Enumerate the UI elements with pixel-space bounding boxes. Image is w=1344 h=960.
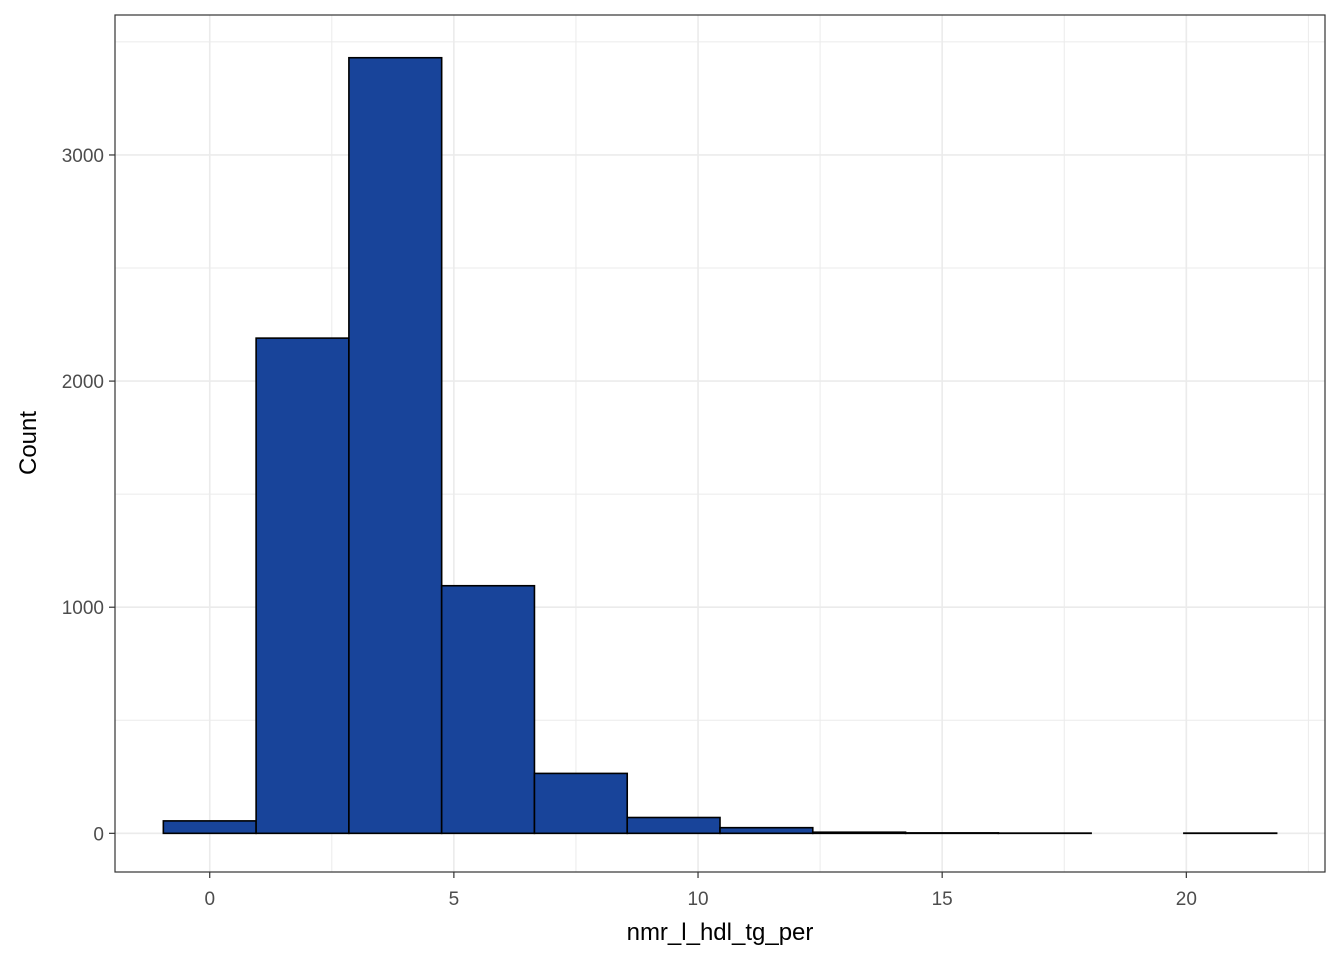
histogram-bar-8 — [811, 831, 907, 835]
grid-minor-lines — [115, 15, 1325, 872]
x-tick-label: 15 — [932, 889, 953, 910]
plot-panel-border — [114, 14, 1326, 873]
x-tick-label: 0 — [204, 889, 215, 910]
histogram-bar-4 — [440, 584, 536, 835]
histogram-bar-5 — [533, 772, 629, 835]
histogram-bar-3 — [348, 56, 443, 835]
y-tick-label: 1000 — [62, 598, 104, 619]
histogram-bars — [162, 56, 1278, 835]
histogram-bar-7 — [719, 826, 814, 835]
y-tick-label: 3000 — [62, 146, 104, 167]
x-tick-label: 20 — [1176, 889, 1197, 910]
x-axis: 0 5 10 15 20 — [204, 872, 1197, 910]
histogram-bar-6 — [626, 816, 721, 835]
x-axis-title: nmr_l_hdl_tg_per — [627, 919, 814, 946]
y-tick-label: 0 — [93, 824, 104, 845]
histogram-bar-2 — [255, 337, 350, 835]
x-tick-label: 10 — [687, 889, 708, 910]
y-axis-title: Count — [15, 411, 42, 475]
y-tick-label: 2000 — [62, 372, 104, 393]
x-tick-label: 5 — [449, 889, 460, 910]
histogram-bar-1 — [162, 820, 257, 835]
y-axis: 0 1000 2000 3000 — [62, 146, 115, 845]
